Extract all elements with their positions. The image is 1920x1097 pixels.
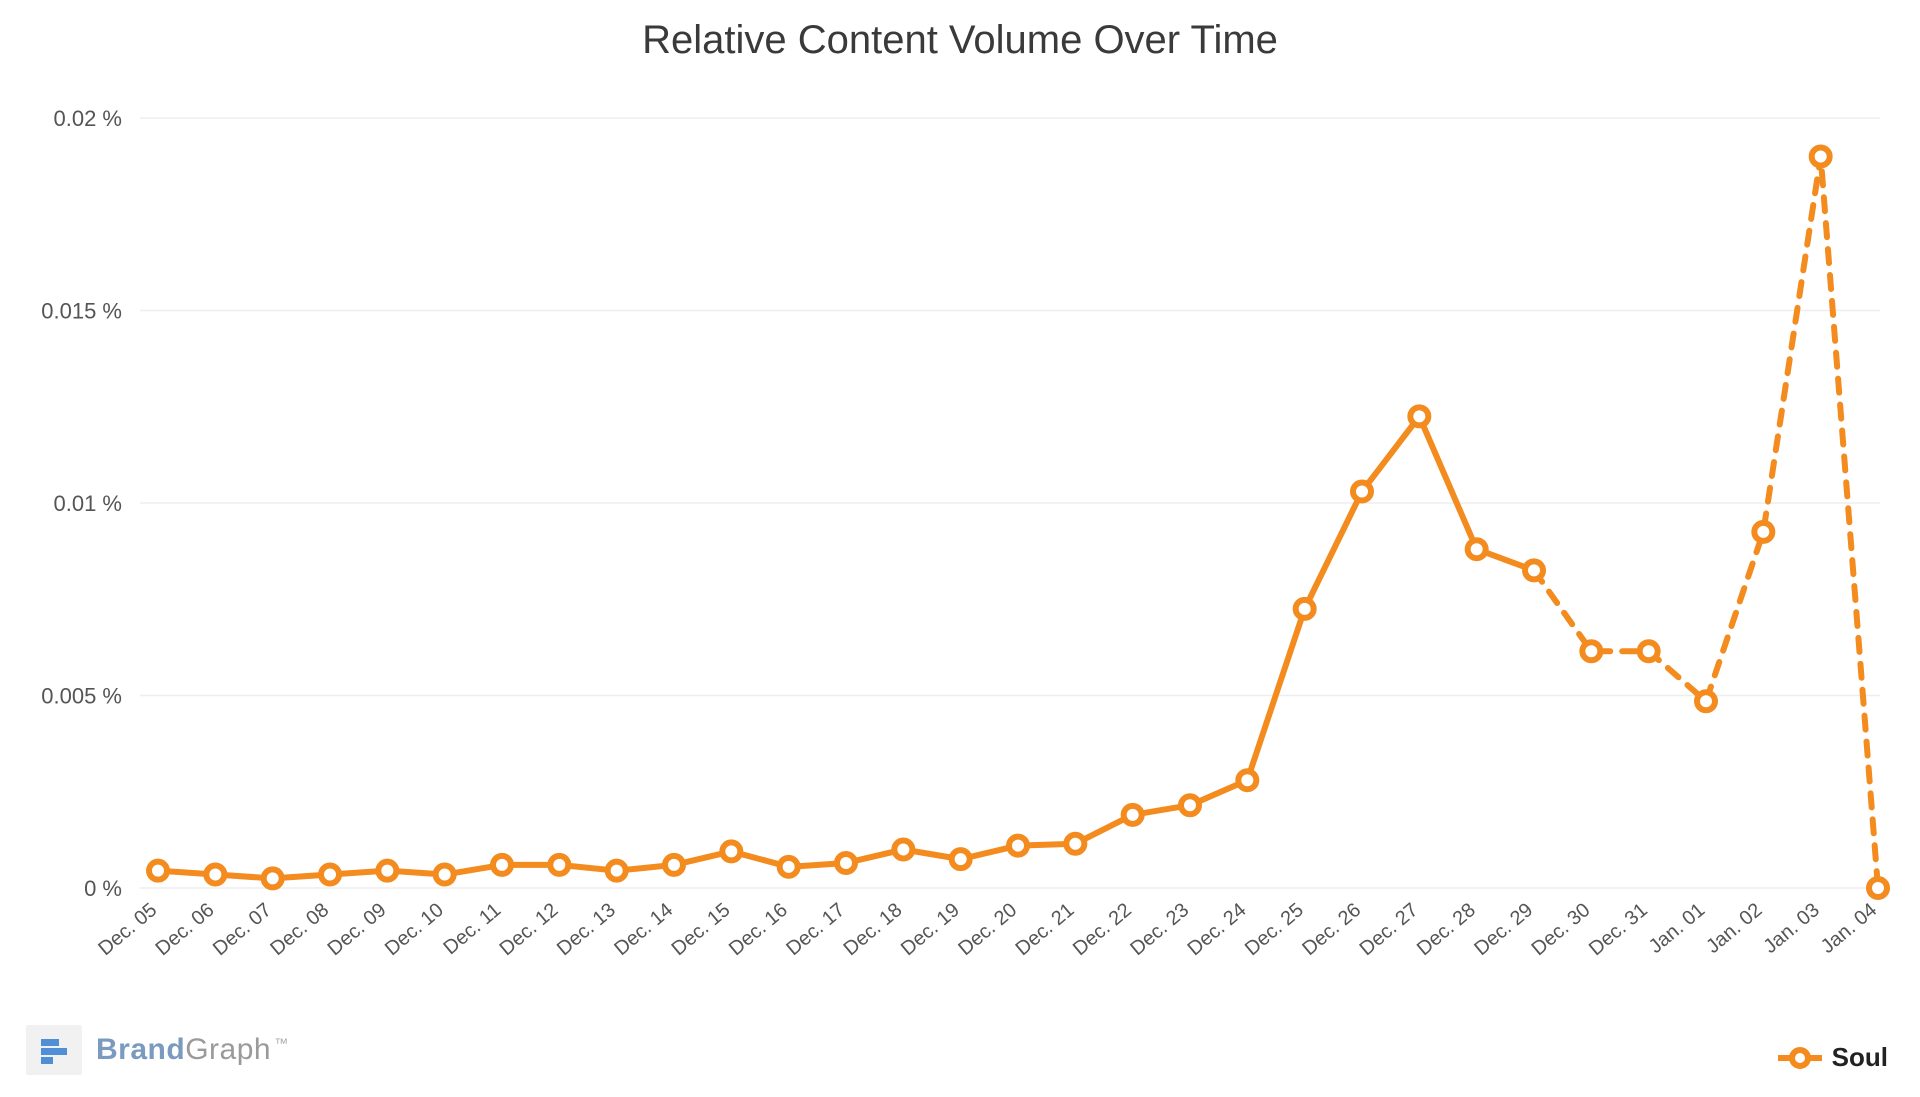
chart-container: Relative Content Volume Over Time 0 %0.0… — [0, 0, 1920, 1097]
svg-text:Dec. 19: Dec. 19 — [897, 899, 964, 960]
svg-text:0.01 %: 0.01 % — [54, 491, 123, 516]
legend-label: Soul — [1832, 1042, 1888, 1073]
chart-plot: 0 %0.005 %0.01 %0.015 %0.02 %Dec. 05Dec.… — [0, 0, 1920, 1097]
svg-text:Dec. 15: Dec. 15 — [668, 899, 735, 960]
svg-text:0 %: 0 % — [84, 876, 122, 901]
svg-text:Dec. 22: Dec. 22 — [1069, 899, 1136, 960]
svg-text:Dec. 16: Dec. 16 — [725, 899, 792, 960]
svg-text:0.015 %: 0.015 % — [41, 299, 122, 324]
svg-text:Dec. 31: Dec. 31 — [1585, 899, 1652, 960]
svg-text:Dec. 09: Dec. 09 — [324, 899, 391, 960]
brand-text: BrandGraph™ — [96, 1033, 289, 1067]
svg-text:Jan. 02: Jan. 02 — [1702, 899, 1766, 958]
svg-text:Dec. 08: Dec. 08 — [266, 899, 333, 960]
svg-text:0.02 %: 0.02 % — [54, 106, 123, 131]
svg-text:Jan. 03: Jan. 03 — [1759, 899, 1823, 958]
brand-icon — [26, 1025, 82, 1075]
svg-text:Jan. 04: Jan. 04 — [1817, 899, 1881, 958]
svg-text:0.005 %: 0.005 % — [41, 684, 122, 709]
svg-text:Dec. 25: Dec. 25 — [1241, 899, 1308, 960]
svg-text:Dec. 07: Dec. 07 — [209, 899, 276, 960]
svg-text:Dec. 17: Dec. 17 — [782, 899, 849, 960]
svg-text:Dec. 26: Dec. 26 — [1298, 899, 1365, 960]
legend: Soul — [1778, 1042, 1888, 1073]
svg-text:Dec. 13: Dec. 13 — [553, 899, 620, 960]
svg-text:Dec. 12: Dec. 12 — [496, 899, 563, 960]
svg-text:Dec. 27: Dec. 27 — [1356, 899, 1423, 960]
svg-text:Dec. 18: Dec. 18 — [840, 899, 907, 960]
svg-text:Dec. 21: Dec. 21 — [1012, 899, 1079, 960]
brand-logo: BrandGraph™ — [26, 1025, 289, 1075]
legend-marker — [1778, 1046, 1822, 1070]
svg-text:Dec. 10: Dec. 10 — [381, 899, 448, 960]
svg-text:Dec. 30: Dec. 30 — [1528, 899, 1595, 960]
svg-text:Dec. 14: Dec. 14 — [610, 899, 677, 960]
svg-text:Jan. 01: Jan. 01 — [1645, 899, 1709, 958]
svg-text:Dec. 06: Dec. 06 — [152, 899, 219, 960]
svg-text:Dec. 28: Dec. 28 — [1413, 899, 1480, 960]
svg-text:Dec. 11: Dec. 11 — [439, 899, 505, 959]
svg-text:Dec. 05: Dec. 05 — [94, 899, 161, 960]
svg-text:Dec. 23: Dec. 23 — [1126, 899, 1193, 960]
svg-text:Dec. 20: Dec. 20 — [954, 899, 1021, 960]
svg-text:Dec. 29: Dec. 29 — [1470, 899, 1537, 960]
svg-text:Dec. 24: Dec. 24 — [1184, 899, 1251, 960]
